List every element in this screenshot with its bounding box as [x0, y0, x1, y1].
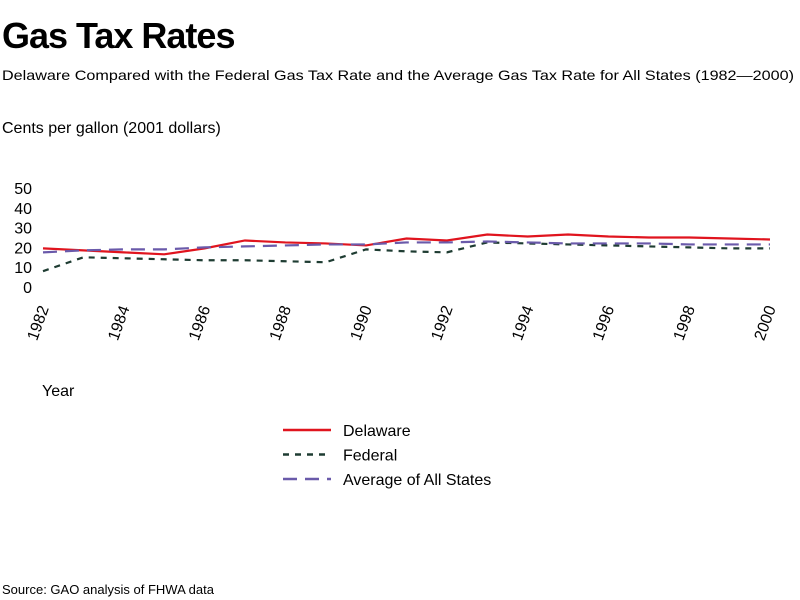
y-axis-label: Cents per gallon (2001 dollars) [2, 120, 221, 137]
y-tick-label: 50 [14, 181, 32, 198]
x-axis-label: Year [42, 383, 75, 400]
x-tick-label: 1998 [671, 303, 699, 342]
legend-label: Average of All States [343, 472, 491, 489]
x-tick-label: 1984 [105, 303, 133, 342]
x-tick-label: 1982 [25, 303, 53, 342]
series-line [42, 233, 771, 256]
y-tick-label: 30 [14, 221, 32, 238]
x-tick-label: 1986 [186, 303, 214, 342]
chart-subtitle: Delaware Compared with the Federal Gas T… [2, 67, 794, 83]
legend-label: Federal [343, 448, 397, 465]
chart-title: Gas Tax Rates [2, 15, 234, 56]
y-tick-label: 10 [14, 260, 32, 277]
x-tick-label: 1990 [348, 303, 376, 342]
x-tick-label: 2000 [752, 303, 780, 342]
x-tick-label: 1988 [267, 303, 295, 342]
series-line [42, 240, 770, 254]
x-tick-label: 1992 [428, 303, 456, 342]
y-tick-label: 40 [14, 201, 32, 218]
source-note: Source: GAO analysis of FHWA data [2, 582, 215, 597]
legend-label: Delaware [343, 423, 411, 440]
x-tick-label: 1994 [509, 303, 537, 342]
series-line [42, 241, 770, 273]
y-tick-label: 20 [14, 240, 32, 257]
y-tick-label: 0 [23, 280, 32, 297]
x-tick-label: 1996 [590, 303, 618, 342]
